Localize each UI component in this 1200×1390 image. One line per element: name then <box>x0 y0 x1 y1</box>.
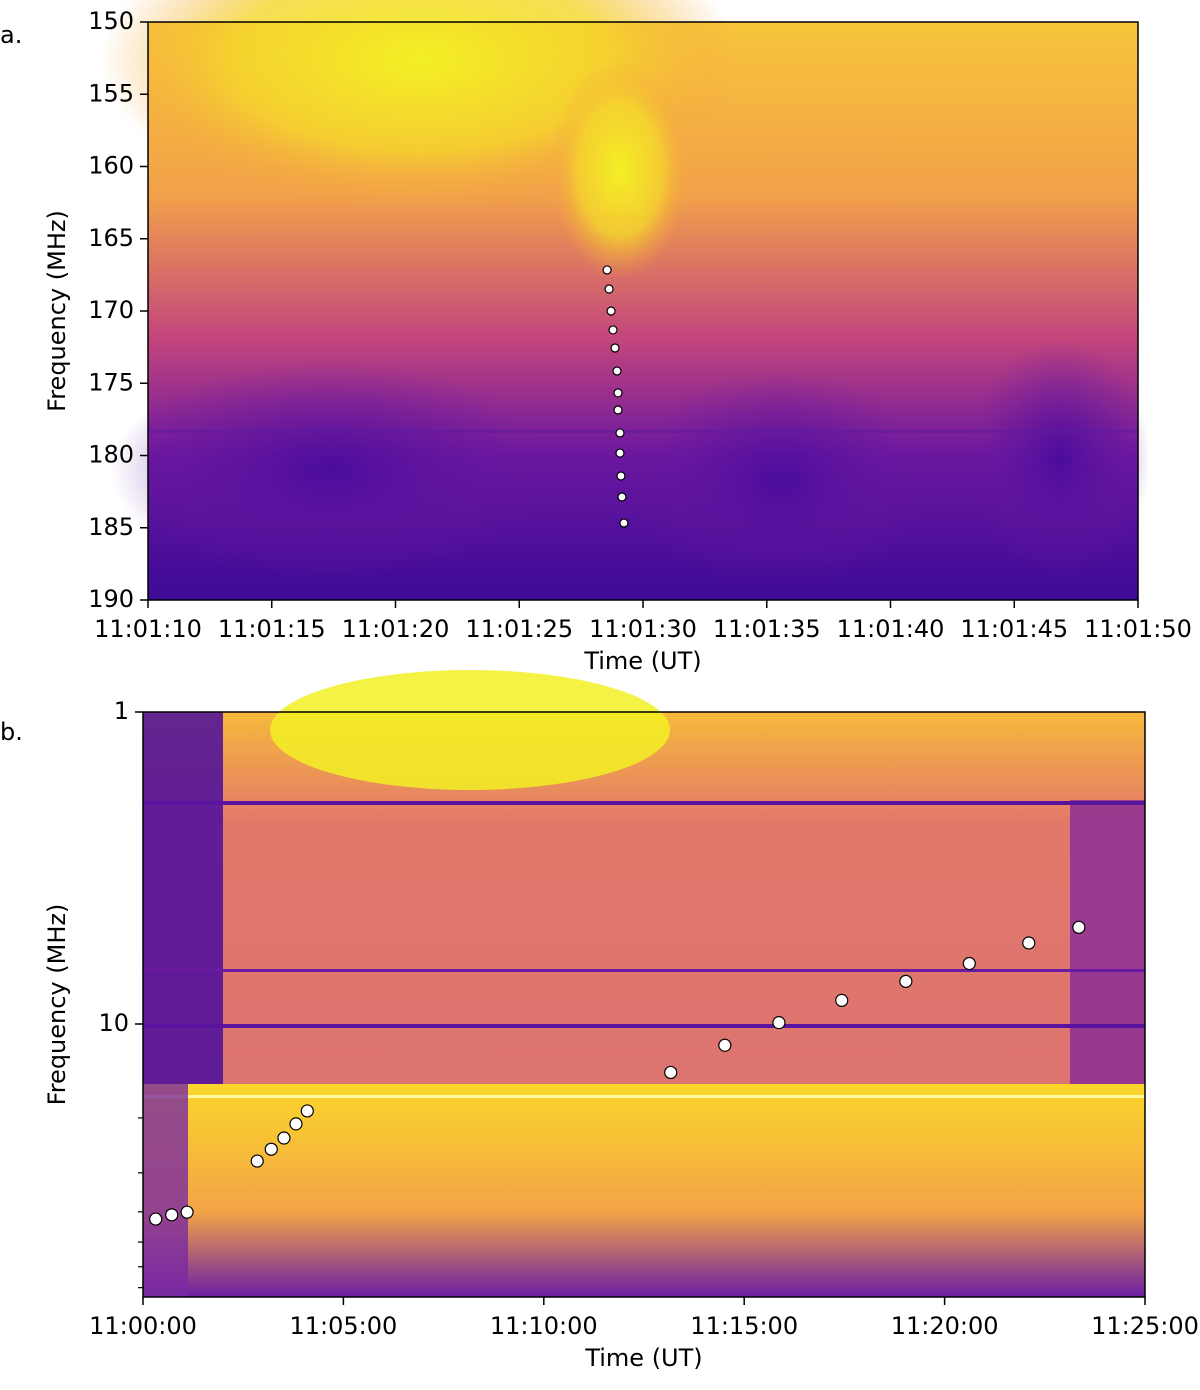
y-tick-label: 165 <box>88 224 134 252</box>
burst-point <box>1022 936 1036 950</box>
y-axis-label: Frequency (MHz) <box>43 904 71 1106</box>
y-axis-label: Frequency (MHz) <box>43 210 71 412</box>
x-axis-label: Time (UT) <box>584 1344 702 1372</box>
x-tick-label: 11:00:00 <box>89 1312 197 1340</box>
x-axis-label: Time (UT) <box>583 647 701 675</box>
x-tick-label: 11:05:00 <box>290 1312 398 1340</box>
y-tick-label: 190 <box>88 585 134 613</box>
y-tick-label: 160 <box>88 152 134 180</box>
burst-point <box>613 388 623 398</box>
burst-point <box>604 284 614 294</box>
x-tick-label: 11:25:00 <box>1091 1312 1199 1340</box>
burst-point <box>613 405 623 415</box>
y-tick-label: 180 <box>88 441 134 469</box>
burst-point <box>289 1117 303 1131</box>
y-tick-label: 1 <box>114 697 129 725</box>
burst-point <box>165 1208 179 1222</box>
x-tick-label: 11:01:35 <box>713 615 821 643</box>
x-tick-label: 11:01:40 <box>837 615 945 643</box>
y-tick-label: 155 <box>88 79 134 107</box>
burst-point <box>615 448 625 458</box>
burst-point <box>606 306 616 316</box>
x-tick-label: 11:01:50 <box>1084 615 1192 643</box>
burst-point <box>1072 920 1086 934</box>
x-tick-label: 11:01:25 <box>465 615 573 643</box>
burst-point <box>664 1065 678 1080</box>
burst-point <box>264 1142 278 1156</box>
burst-point <box>608 325 618 335</box>
burst-point <box>180 1205 194 1219</box>
burst-point <box>962 956 976 971</box>
plot-frame <box>142 711 1146 1298</box>
burst-point <box>149 1212 163 1226</box>
x-tick-label: 11:01:10 <box>94 615 202 643</box>
y-tick-label: 175 <box>88 368 134 396</box>
burst-point <box>617 492 627 502</box>
x-tick-label: 11:01:15 <box>218 615 326 643</box>
y-tick-label: 150 <box>88 7 134 35</box>
y-tick-label: 170 <box>88 296 134 324</box>
burst-point <box>619 518 629 528</box>
spectrogram-b <box>143 670 1145 1297</box>
burst-point <box>277 1131 291 1145</box>
x-tick-label: 11:01:20 <box>342 615 450 643</box>
burst-point <box>899 974 913 988</box>
x-tick-label: 11:15:00 <box>690 1312 798 1340</box>
burst-point <box>615 428 625 438</box>
x-tick-label: 11:01:30 <box>589 615 697 643</box>
burst-point <box>610 343 620 353</box>
burst-point <box>250 1154 264 1168</box>
burst-point <box>616 471 626 481</box>
burst-point <box>718 1038 732 1052</box>
y-tick-label: 185 <box>88 513 134 541</box>
burst-point <box>300 1104 314 1118</box>
burst-point <box>835 993 849 1007</box>
burst-point <box>602 265 612 275</box>
x-tick-label: 11:10:00 <box>490 1312 598 1340</box>
panel-label: a. <box>0 21 22 49</box>
y-tick-label: 10 <box>98 1009 129 1037</box>
spectrogram-a <box>100 0 1150 600</box>
burst-point <box>772 1016 786 1030</box>
x-tick-label: 11:20:00 <box>891 1312 999 1340</box>
x-tick-label: 11:01:45 <box>960 615 1068 643</box>
burst-point <box>612 366 622 376</box>
panel-label: b. <box>0 718 23 746</box>
